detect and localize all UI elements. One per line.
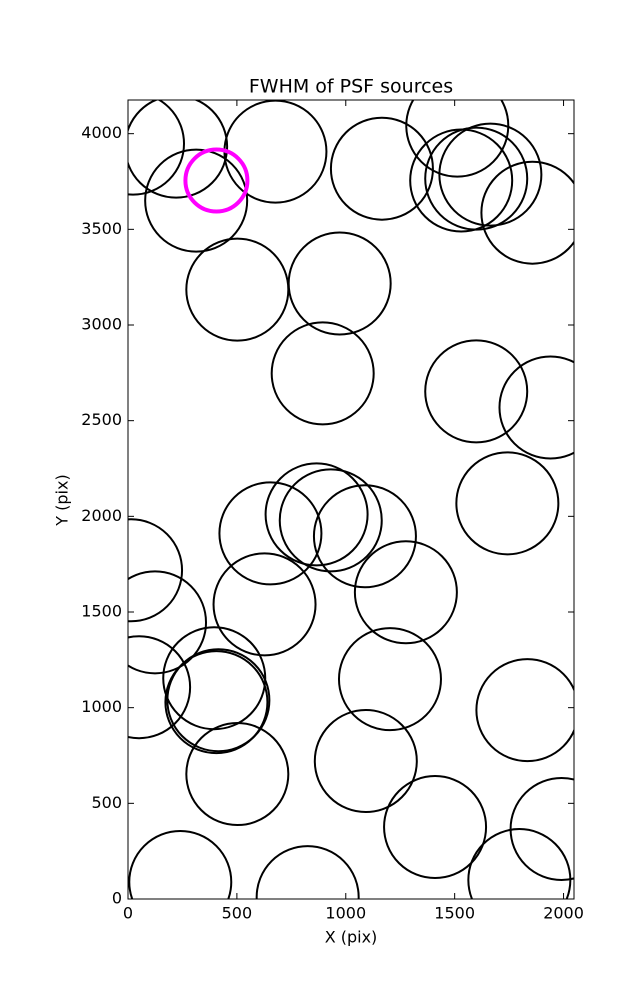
source-circle [185, 237, 290, 342]
y-tick-label: 4000 [81, 123, 122, 142]
source-circle [424, 126, 529, 231]
y-tick-label: 3500 [81, 219, 122, 238]
source-circle [438, 122, 543, 227]
plot-area [128, 100, 574, 899]
source-circle [212, 552, 317, 657]
source-circle [128, 100, 185, 196]
source-circle [312, 484, 417, 589]
source-circle [270, 321, 375, 426]
source-circle [455, 451, 560, 556]
source-circle [405, 100, 510, 178]
source-circle [264, 462, 369, 567]
source-circle [278, 468, 383, 573]
source-circle [162, 626, 267, 731]
chart-title: FWHM of PSF sources [249, 76, 453, 98]
source-circle [164, 650, 269, 755]
source-circle [128, 100, 229, 199]
source-circle [255, 845, 360, 899]
source-circle [128, 518, 184, 623]
x-tick-label: 1500 [434, 904, 475, 923]
source-circle [475, 658, 574, 763]
plot-frame [127, 99, 575, 900]
source-circle [337, 627, 442, 732]
source-circle [287, 231, 392, 336]
y-tick-label: 2500 [81, 410, 122, 429]
source-circle [313, 709, 418, 814]
source-circle [383, 775, 488, 880]
source-circle [183, 147, 250, 214]
y-tick-label: 500 [91, 793, 122, 812]
source-circle [467, 828, 572, 899]
x-tick-label: 1000 [325, 904, 366, 923]
y-tick-label: 3000 [81, 315, 122, 334]
source-circle [329, 116, 434, 221]
x-tick-label: 500 [222, 904, 253, 923]
source-circle [218, 481, 323, 586]
x-axis-label: X (pix) [325, 928, 378, 947]
source-circle [128, 570, 207, 675]
source-circle [498, 355, 574, 460]
source-circle [353, 540, 458, 645]
y-tick-label: 1500 [81, 602, 122, 621]
source-circle [185, 722, 290, 827]
x-tick-label: 0 [123, 904, 133, 923]
x-tick-label: 2000 [543, 904, 584, 923]
y-tick-label: 0 [112, 889, 122, 908]
source-circle [166, 648, 271, 753]
source-circle [424, 339, 529, 444]
y-tick-label: 1000 [81, 697, 122, 716]
y-tick-label: 2000 [81, 506, 122, 525]
y-axis-label: Y (pix) [53, 474, 72, 526]
source-circle [480, 160, 574, 265]
source-circle [128, 635, 192, 740]
source-circle [128, 829, 233, 899]
source-circle [223, 100, 328, 204]
source-circle [144, 148, 249, 253]
